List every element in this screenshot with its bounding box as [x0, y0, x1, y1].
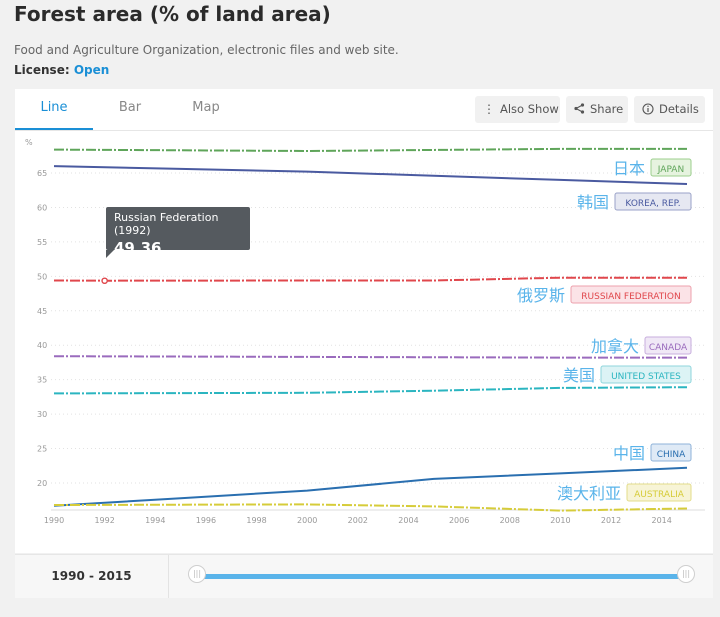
series-tag-box [650, 443, 692, 462]
chart-card: Line Bar Map ⋮ Also Show Share Details [15, 89, 713, 553]
series-tag: CANADA [649, 343, 688, 353]
also-show-button[interactable]: ⋮ Also Show [475, 96, 560, 123]
series-name-label: 澳大利亚 [557, 484, 621, 503]
info-icon [642, 96, 654, 123]
highlighted-point[interactable] [101, 277, 108, 285]
x-tick-label: 2000 [297, 516, 317, 525]
series-line[interactable] [53, 276, 687, 282]
x-tick-label: 2002 [348, 516, 368, 525]
y-tick-label: 25 [37, 445, 47, 454]
series-tag-box [650, 158, 692, 177]
year-range-label: 1990 - 2015 [15, 555, 169, 598]
x-tick-label: 1990 [44, 516, 64, 525]
y-tick-label: 55 [37, 238, 47, 247]
details-button[interactable]: Details [634, 96, 705, 123]
series-tag: CHINA [657, 450, 686, 460]
series-line[interactable] [53, 466, 688, 507]
series-tag: KOREA, REP. [625, 199, 680, 209]
x-tick-label: 2004 [398, 516, 418, 525]
time-range-footer: 1990 - 2015 ||| ||| [15, 554, 713, 598]
series-name-label: 中国 [613, 444, 645, 463]
series-tag: UNITED STATES [611, 372, 681, 382]
series-tag: RUSSIAN FEDERATION [581, 292, 680, 302]
range-end-handle[interactable]: ||| [677, 565, 695, 583]
y-tick-label: 35 [37, 376, 47, 385]
license-link[interactable]: Open [73, 63, 110, 77]
series-labels: JAPAN 日本 KOREA, REP. 韩国 RUSSIAN FEDERATION 俄罗… [517, 158, 692, 503]
tooltip-series-name: Russian Federation (1992) [114, 211, 219, 237]
series-line[interactable] [53, 165, 688, 185]
details-label: Details [659, 102, 699, 116]
series-tag: AUSTRALIA [634, 490, 685, 500]
y-tick-label: 40 [37, 341, 47, 350]
tab-line[interactable]: Line [15, 89, 93, 130]
series-tag: JAPAN [657, 165, 684, 175]
x-tick-label: 1998 [246, 516, 266, 525]
x-tick-label: 2014 [652, 516, 672, 525]
x-tick-label: 2006 [449, 516, 469, 525]
y-tick-label: 45 [37, 307, 47, 316]
x-tick-label: 2012 [601, 516, 621, 525]
series-line[interactable] [53, 147, 687, 153]
page-title: Forest area (% of land area) [14, 2, 331, 26]
y-tick-label: 30 [37, 410, 47, 419]
series-lines[interactable] [53, 147, 688, 512]
series-tag-box [626, 483, 692, 502]
series-line[interactable] [53, 503, 688, 512]
tooltip-value: 49.36 [114, 239, 162, 257]
share-icon [574, 96, 585, 123]
y-tick-label: 20 [37, 479, 47, 488]
series-name-label: 俄罗斯 [517, 286, 565, 305]
more-vertical-icon: ⋮ [483, 102, 495, 116]
series-name-label: 美国 [563, 366, 595, 385]
series-name-label: 韩国 [577, 193, 609, 212]
also-show-label: Also Show [500, 102, 559, 116]
y-tick-label: 60 [37, 203, 47, 212]
y-tick-label: 65 [37, 169, 47, 178]
y-tick-label: 50 [37, 272, 47, 281]
source-text: Food and Agriculture Organization, elect… [14, 43, 399, 57]
share-label: Share [590, 102, 624, 116]
axes: % 20 25 30 35 40 45 50 55 60 65 1990 1992 1994 1996 199… [25, 138, 705, 525]
tab-map[interactable]: Map [192, 100, 220, 115]
series-tag-box [614, 192, 692, 211]
series-tag-box [600, 365, 692, 384]
series-tag-box [570, 285, 692, 304]
range-start-handle[interactable]: ||| [188, 565, 206, 583]
series-name-label: 日本 [613, 159, 645, 178]
license-label: License: [14, 63, 70, 77]
chart-tooltip: Russian Federation (1992) 49.36 [106, 207, 250, 257]
y-axis-unit: % [25, 138, 33, 147]
line-chart[interactable]: % 20 25 30 35 40 45 50 55 60 65 1990 1992 1994 1996 199… [15, 131, 713, 531]
tab-bar-chart[interactable]: Bar [118, 100, 142, 115]
tooltip-pointer [106, 250, 114, 258]
series-tag-box [644, 336, 692, 355]
x-tick-label: 2008 [500, 516, 520, 525]
series-line[interactable] [53, 355, 687, 359]
series-line[interactable] [53, 386, 688, 395]
share-button[interactable]: Share [566, 96, 628, 123]
tab-bar: Line Bar Map ⋮ Also Show Share Details [15, 89, 713, 131]
x-tick-label: 2010 [550, 516, 570, 525]
x-tick-label: 1994 [145, 516, 165, 525]
x-tick-label: 1992 [94, 516, 114, 525]
x-tick-label: 1996 [196, 516, 216, 525]
license: License: Open [14, 63, 109, 77]
series-name-label: 加拿大 [591, 337, 639, 356]
year-range-track[interactable] [197, 574, 687, 579]
